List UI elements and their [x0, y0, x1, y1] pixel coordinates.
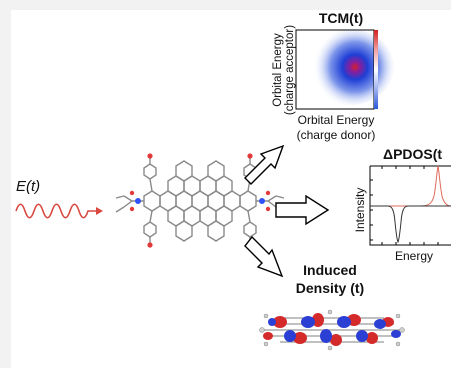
density-lobes-red	[263, 313, 394, 346]
pdos-ylabel: Intensity	[353, 188, 367, 233]
electric-field-pulse: E(t)	[15, 178, 103, 219]
field-wave	[15, 203, 98, 219]
molecule-structure	[115, 153, 285, 248]
tcm-xlabel-line2: (charge donor)	[297, 128, 376, 142]
nitrogen-atom-right	[259, 198, 265, 204]
density-title-line1: Induced	[303, 262, 357, 278]
arrow-to-density	[244, 235, 284, 278]
density-molecule	[259, 309, 405, 351]
tcm-title: TCM(t)	[319, 10, 363, 26]
pdos-curve-dark	[370, 205, 451, 244]
oxygen-atom	[147, 242, 153, 248]
field-arrowhead	[96, 207, 103, 215]
oxygen-atom	[265, 206, 271, 212]
oxygen-atom	[265, 190, 271, 196]
arrow-to-pdos	[275, 194, 330, 226]
oxygen-atom	[129, 190, 135, 196]
nitrogen-atom-left	[135, 198, 141, 204]
arrow-to-tcm	[244, 144, 285, 185]
tcm-colorbar	[374, 30, 378, 109]
pdos-panel: ΔPDOS(t Intensity Energy	[353, 146, 451, 263]
pdos-curve-red	[370, 165, 451, 207]
pdos-xlabel: Energy	[395, 249, 433, 263]
density-atoms	[259, 309, 405, 351]
tcm-ylabel-line1: Orbital Energy	[272, 33, 284, 107]
field-label: E(t)	[16, 178, 40, 195]
density-lobes-blue	[268, 316, 401, 343]
tcm-xlabel-line1: Orbital Energy	[298, 113, 375, 127]
oxygen-atom	[247, 153, 253, 159]
pdos-axes	[369, 165, 451, 246]
oxygen-atom	[147, 153, 153, 159]
pdos-title: ΔPDOS(t	[383, 146, 442, 162]
molecule-core	[143, 160, 257, 242]
density-title-line2: Density (t)	[296, 280, 364, 296]
tcm-map-density	[306, 29, 394, 105]
tcm-panel: TCM(t) Orbital Energy (charge acceptor) …	[272, 10, 394, 142]
tcm-ylabel-line2: (charge acceptor)	[284, 25, 296, 115]
molecule-side-groups	[115, 156, 285, 245]
density-panel: Induced Density (t)	[259, 262, 405, 351]
oxygen-atom	[129, 206, 135, 212]
